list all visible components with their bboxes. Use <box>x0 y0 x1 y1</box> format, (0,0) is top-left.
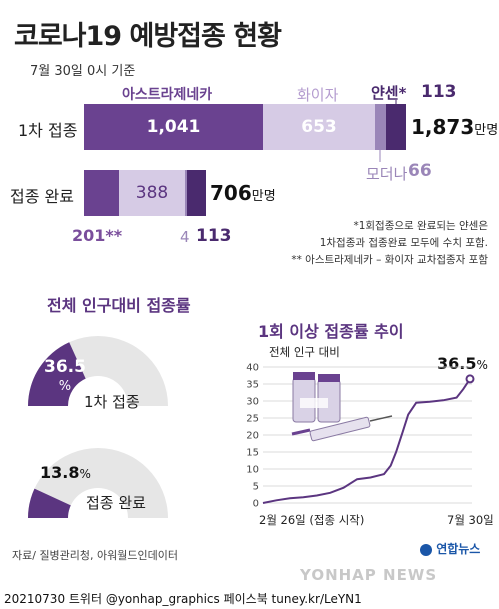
gauge-first-unit: % <box>58 379 72 394</box>
trend-y-tick-label: 40 <box>246 363 259 374</box>
bar-segment-janssen-first <box>386 104 406 150</box>
gauge-full-dose <box>28 448 168 518</box>
bar-segment-pfizer-full: 388 <box>119 170 185 216</box>
gauge-first-value: 36.5 % <box>44 358 86 396</box>
legend-az: 아스트라제네카 <box>122 87 213 103</box>
trend-y-tick-label: 25 <box>246 414 259 425</box>
total-first-dose-value: 1,873 <box>411 115 475 139</box>
footnote-1: *1회접종으로 완료되는 얀센은 <box>353 220 488 232</box>
trend-series-line <box>262 378 471 504</box>
bar-value-pfizer-first: 653 <box>301 117 337 137</box>
bar-segment-moderna-first <box>375 104 386 150</box>
legend-pfizer: 화이자 <box>297 86 339 104</box>
trend-y-tick-label: 35 <box>246 380 259 391</box>
gauge-first-number: 36.5 <box>44 357 86 377</box>
bar-segment-pfizer-first: 653 <box>263 104 375 150</box>
trend-y-tick-label: 30 <box>246 397 259 408</box>
bar-segment-az-full <box>84 170 119 216</box>
bar-value-az-first: 1,041 <box>146 117 201 137</box>
footer-credit: 20210730 트위터 @yonhap_graphics 페이스북 tuney… <box>4 592 362 606</box>
label-moderna-full: 4 <box>180 228 190 246</box>
bar-segment-janssen-full <box>187 170 206 216</box>
bar-value-pfizer-full: 388 <box>135 183 169 203</box>
trend-end-number: 36.5 <box>437 354 477 373</box>
footnotes: *1회접종으로 완료되는 얀센은 1차접종과 접종완료 모두에 수치 포함. *… <box>230 218 488 269</box>
trend-y-tick-label: 0 <box>253 499 259 510</box>
yonhap-logo-text: 연합뉴스 <box>436 542 481 556</box>
total-first-dose: 1,873만명 <box>411 115 498 139</box>
legend-moderna-value: 66 <box>408 161 432 181</box>
yonhap-logo: 연합뉴스 <box>420 540 480 557</box>
trend-y-tick-label: 10 <box>246 465 259 476</box>
label-janssen-full: 113 <box>196 226 232 246</box>
trend-y-ticks: 0 5 10 15 20 25 30 35 40 <box>246 363 259 510</box>
footnote-3: ** 아스트라제네카 – 화이자 교차접종자 포함 <box>291 254 488 266</box>
legend-janssen-value: 113 <box>421 82 457 102</box>
source-note: 자료/ 질병관리청, 아워월드인데이터 <box>12 549 178 562</box>
legend-janssen: 얀센* <box>371 84 407 102</box>
gauge-full-number: 13.8 <box>40 463 80 482</box>
trend-end-value: 36.5% <box>437 354 488 373</box>
trend-ylabel: 전체 인구 대비 <box>269 345 340 359</box>
bar-segment-az-first: 1,041 <box>84 104 263 150</box>
trend-x-end: 7월 30일 <box>447 513 494 527</box>
trend-y-tick-label: 5 <box>253 482 259 493</box>
trend-end-marker <box>465 374 475 384</box>
gauge-full-value: 13.8% <box>40 463 91 482</box>
row-label-first-dose: 1차 접종 <box>18 121 78 140</box>
bar-segment-moderna-full <box>185 170 187 216</box>
total-full-dose: 706만명 <box>210 181 276 205</box>
gauge-full-label: 접종 완료 <box>86 494 146 512</box>
yonhap-logo-icon <box>420 543 432 556</box>
trend-title: 1회 이상 접종률 추이 <box>258 322 404 341</box>
gauge-full-unit: % <box>79 467 91 481</box>
trend-end-unit: % <box>476 358 488 372</box>
gauge-first-label: 1차 접종 <box>84 393 140 411</box>
gauge-first-dose <box>28 336 168 406</box>
page-title: 코로나19 예방접종 현황 <box>14 21 282 52</box>
total-first-dose-unit: 만명 <box>474 123 499 138</box>
legend-moderna: 모더나 <box>366 165 408 183</box>
reference-date: 7월 30일 0시 기준 <box>30 64 136 79</box>
trend-y-tick-label: 20 <box>246 431 259 442</box>
gauges-title: 전체 인구대비 접종률 <box>47 296 191 315</box>
vaccine-illustration <box>291 372 393 442</box>
total-full-dose-unit: 만명 <box>251 189 276 204</box>
watermark: YONHAP NEWS <box>300 566 438 584</box>
trend-x-start: 2월 26일 (접종 시작) <box>259 513 365 527</box>
label-az-full: 201** <box>72 226 123 245</box>
total-full-dose-value: 706 <box>210 181 252 205</box>
footnote-2: 1차접종과 접종완료 모두에 수치 포함. <box>319 237 488 249</box>
row-label-full-dose: 접종 완료 <box>10 187 74 206</box>
trend-y-tick-label: 15 <box>246 448 259 459</box>
